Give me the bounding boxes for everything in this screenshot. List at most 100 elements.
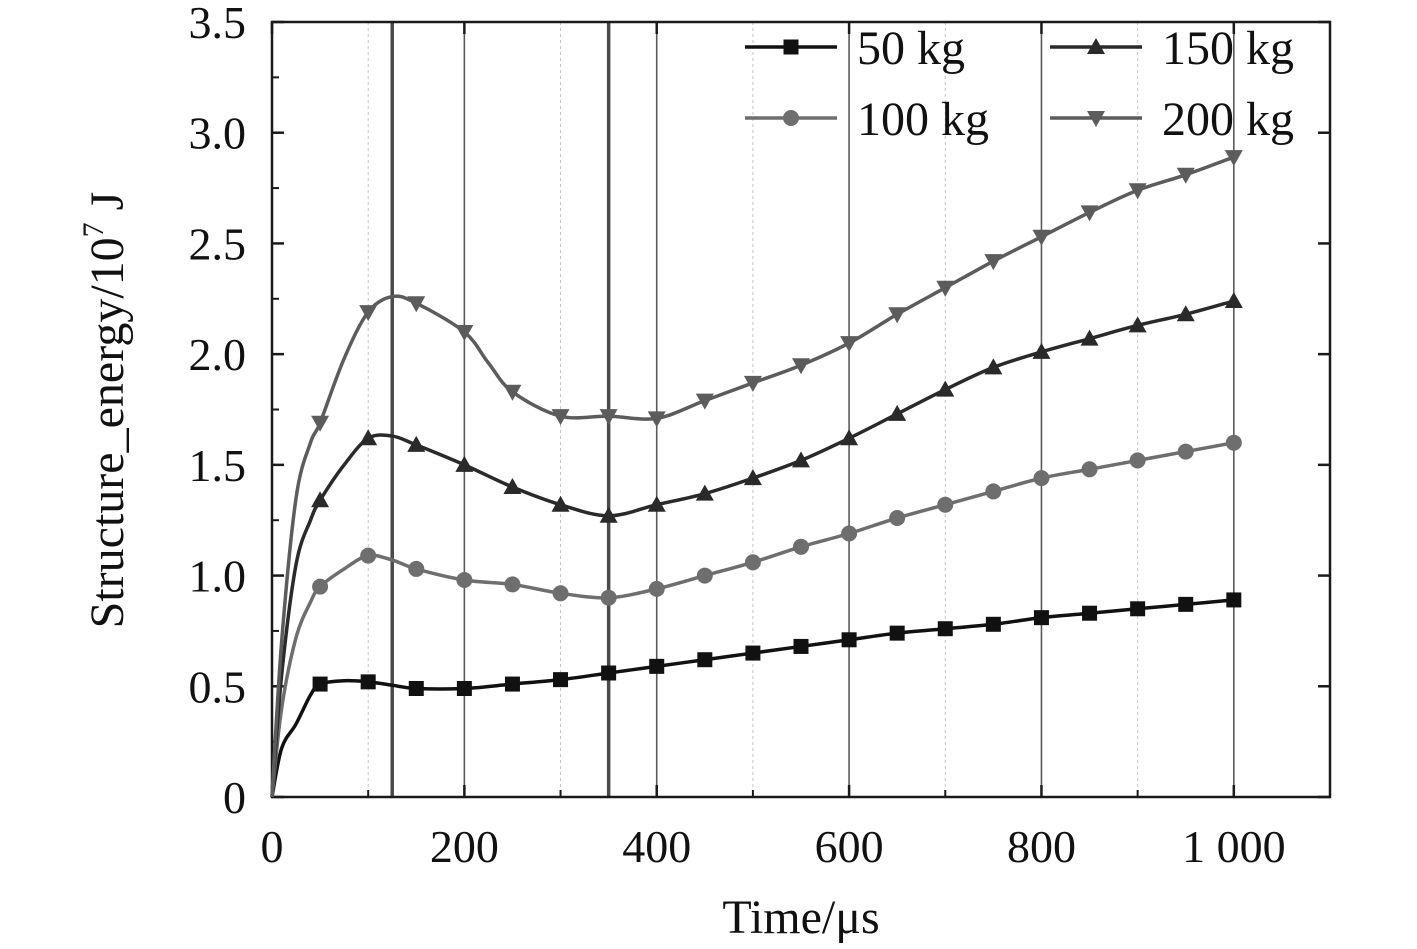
axis-ticks: 0 200 400 600 800 1 000 0 0.5 1.0 1.5 2.0 2.5 3.0 3.5 — [189, 0, 1330, 872]
legend-marker — [783, 39, 799, 55]
data-point-marker — [551, 495, 570, 512]
data-point-marker — [889, 625, 905, 641]
data-point-marker — [600, 589, 617, 606]
data-point-marker — [1177, 443, 1194, 460]
data-point-marker — [1032, 342, 1051, 359]
data-point-marker — [647, 411, 666, 428]
legend-label: 100 kg — [857, 93, 989, 146]
data-point-marker — [599, 506, 618, 523]
data-series — [270, 150, 1243, 798]
x-tick-label: 1 000 — [1182, 821, 1286, 872]
legend-label: 150 kg — [1162, 22, 1294, 75]
data-point-marker — [793, 638, 809, 654]
data-point-marker — [360, 547, 377, 564]
data-point-marker — [984, 358, 1003, 375]
y-tick-label: 1.5 — [189, 440, 247, 491]
legend-marker — [783, 110, 799, 126]
series-150-kg — [270, 292, 1243, 798]
data-point-marker — [408, 681, 424, 696]
data-point-marker — [407, 435, 426, 452]
data-point-marker — [407, 296, 426, 313]
data-point-marker — [408, 560, 425, 577]
y-tick-label: 1.0 — [189, 551, 247, 602]
data-point-marker — [359, 305, 378, 322]
x-tick-label: 400 — [622, 821, 691, 872]
data-point-marker — [601, 665, 617, 681]
data-point-marker — [1226, 592, 1242, 608]
y-axis-title-unit: J — [81, 192, 134, 223]
data-point-marker — [1032, 229, 1051, 246]
x-tick-label: 600 — [815, 821, 884, 872]
data-point-marker — [888, 307, 907, 324]
legend-marker — [1087, 111, 1105, 127]
y-tick-label: 2.5 — [189, 218, 247, 269]
data-point-marker — [793, 538, 809, 555]
data-point-marker — [937, 496, 954, 513]
data-point-marker — [551, 409, 570, 426]
data-point-marker — [1080, 329, 1099, 346]
data-point-marker — [456, 681, 472, 696]
data-point-marker — [649, 658, 665, 674]
data-point-marker — [937, 621, 953, 637]
data-point-marker — [1178, 596, 1194, 612]
data-point-marker — [985, 616, 1001, 632]
series-50-kg — [270, 592, 1242, 798]
data-point-marker — [743, 375, 762, 392]
data-point-marker — [1176, 167, 1195, 184]
data-point-marker — [743, 469, 762, 486]
legend-marker — [1087, 38, 1105, 54]
data-point-marker — [1225, 434, 1242, 451]
data-point-marker — [936, 380, 955, 397]
data-point-marker — [553, 672, 569, 688]
data-point-marker — [841, 525, 858, 542]
data-point-marker — [936, 280, 955, 297]
data-point-marker — [1033, 470, 1050, 487]
data-point-marker — [697, 652, 713, 668]
data-point-marker — [695, 484, 714, 501]
data-point-marker — [888, 404, 907, 421]
y-tick-label: 0 — [223, 772, 246, 823]
data-point-marker — [1080, 205, 1099, 222]
y-tick-label: 3.5 — [189, 0, 247, 48]
data-point-marker — [503, 478, 522, 494]
series-100-kg — [270, 434, 1242, 798]
data-point-marker — [312, 578, 329, 595]
x-tick-label: 200 — [430, 821, 499, 872]
data-point-marker — [455, 455, 474, 472]
series-line — [270, 155, 1235, 798]
x-tick-label: 800 — [1007, 821, 1076, 872]
data-point-marker — [456, 572, 473, 588]
data-point-marker — [311, 415, 330, 432]
data-point-marker — [841, 632, 857, 648]
series-line — [270, 299, 1235, 798]
y-tick-label: 0.5 — [189, 661, 247, 712]
data-point-marker — [1224, 150, 1243, 167]
data-point-marker — [889, 510, 906, 526]
data-point-marker — [1081, 461, 1098, 478]
x-axis-title: Time/μs — [722, 891, 879, 944]
data-point-marker — [792, 358, 810, 375]
data-point-marker — [1082, 605, 1098, 621]
data-point-marker — [647, 495, 666, 512]
y-axis-title: Structure_energy/107 J — [77, 192, 134, 629]
data-point-marker — [455, 325, 474, 341]
data-point-marker — [648, 580, 665, 597]
data-point-marker — [985, 483, 1002, 500]
x-tick-label: 0 — [261, 821, 284, 872]
legend-label: 50 kg — [857, 22, 965, 75]
data-point-marker — [792, 451, 810, 468]
data-point-marker — [745, 645, 761, 661]
vertical-reference-lines — [367, 22, 1235, 797]
data-point-marker — [840, 429, 859, 446]
data-point-marker — [695, 393, 714, 410]
data-point-marker — [984, 254, 1003, 271]
y-tick-label: 2.0 — [189, 329, 247, 380]
data-point-marker — [1129, 452, 1146, 469]
data-point-marker — [504, 676, 520, 692]
data-point-marker — [1224, 292, 1243, 308]
series-200-kg — [270, 150, 1243, 798]
data-point-marker — [1176, 305, 1195, 322]
data-point-marker — [1128, 183, 1147, 200]
data-point-marker — [696, 567, 713, 584]
